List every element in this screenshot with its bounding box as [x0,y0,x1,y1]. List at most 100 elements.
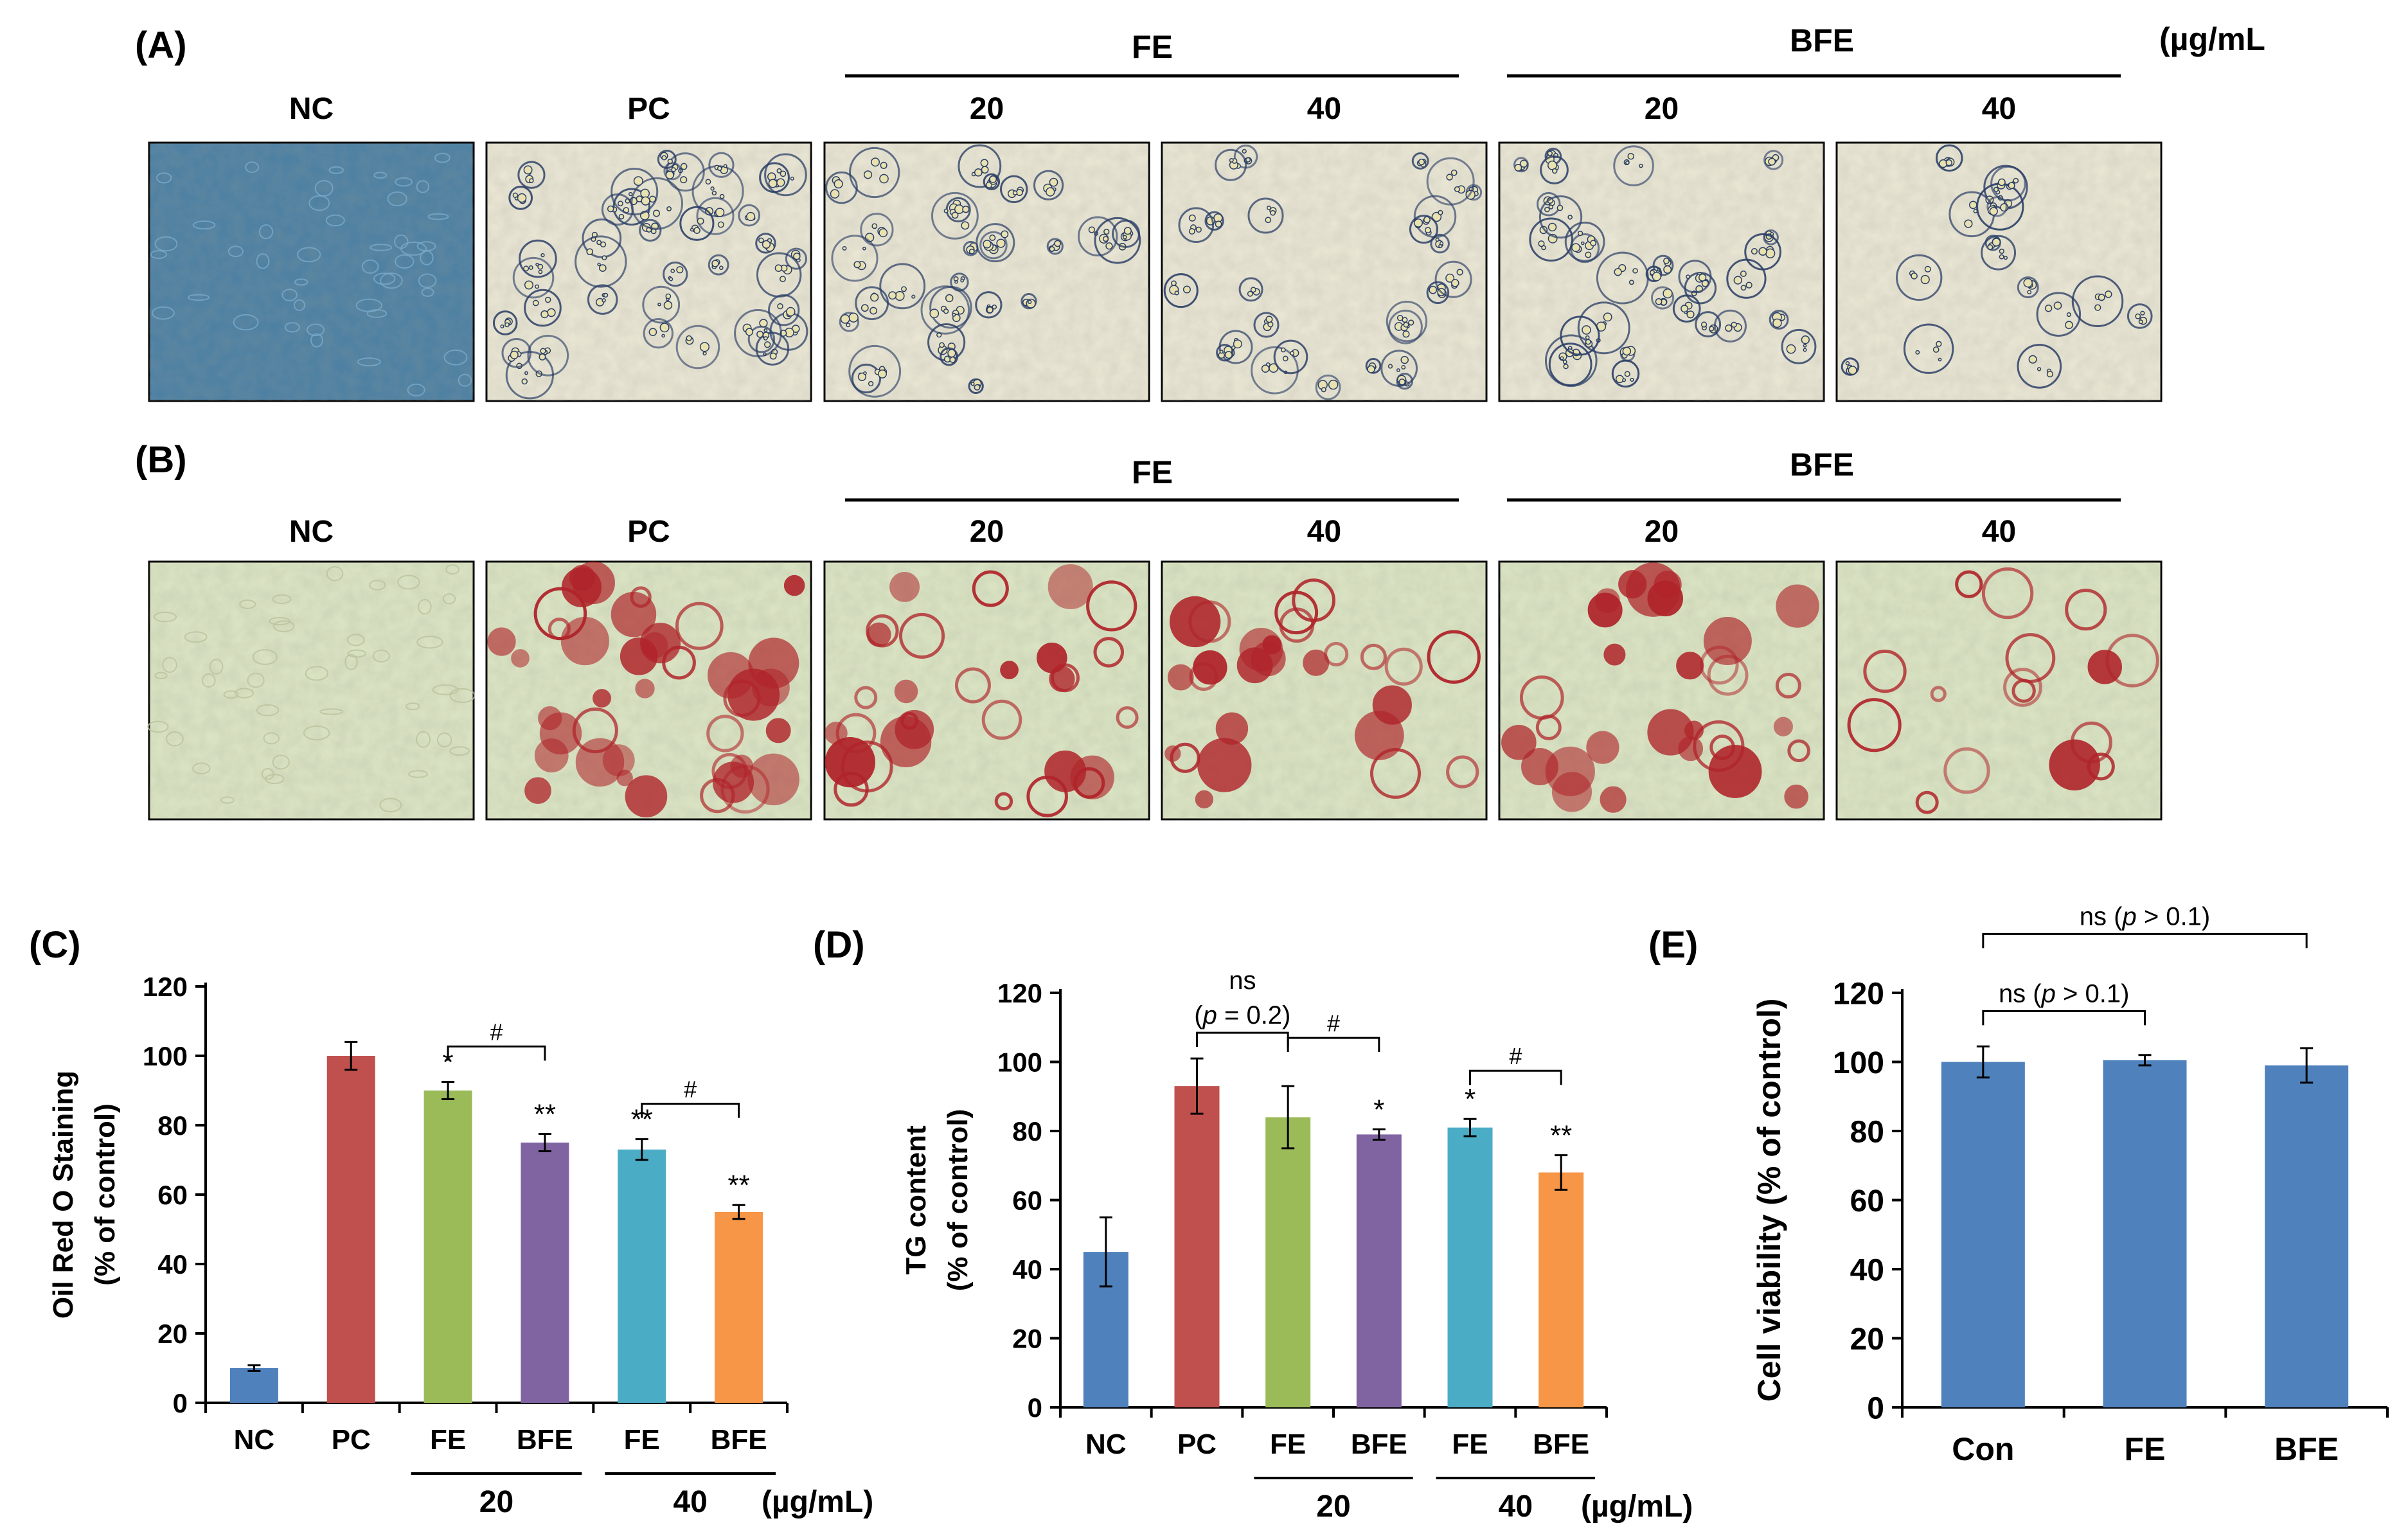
droplet [974,384,981,391]
cell [264,774,285,785]
droplet [1233,339,1242,349]
bracket-label: # [1509,1043,1522,1069]
micrograph-texture [1162,143,1486,401]
lipid-droplet [1955,570,1983,598]
adipocyte [975,291,1003,319]
adipocyte [1652,254,1674,276]
cell [326,566,344,582]
adipocyte [1247,197,1284,234]
adipocyte [1386,301,1428,343]
droplet [517,193,527,203]
lipid-droplet [511,649,530,668]
lipid-droplet [1050,663,1080,693]
droplet [540,310,549,319]
lipid-droplet [1354,711,1404,760]
droplet [1733,276,1743,285]
droplet [780,170,787,177]
adipocyte [1650,286,1675,310]
bfe-group-label-b: BFE [1790,447,1854,483]
droplet [717,221,724,228]
adipocyte [663,162,682,181]
adipocyte [708,254,729,276]
adipocyte [968,378,984,395]
droplet [1265,316,1273,323]
droplet [1450,169,1458,176]
x-category-label: FE [624,1424,660,1456]
droplet [702,351,707,356]
droplet [523,265,530,272]
micrograph-header: 20 [970,515,1004,549]
lipid-droplet [1773,717,1793,736]
droplet [1429,285,1438,294]
droplet [1681,305,1689,313]
droplet [602,298,606,303]
droplet [1547,150,1553,156]
droplet [1445,273,1455,283]
micrograph-image [823,560,1150,821]
cell [418,599,432,615]
droplet [661,334,665,338]
adipocyte [708,152,735,178]
bar [424,1091,472,1403]
droplet [1046,187,1055,197]
lipid-droplet [866,622,891,647]
panel-a-letter: (A) [135,24,187,66]
adipocyte [639,218,662,242]
bar [618,1149,666,1403]
droplet [2023,278,2033,288]
adipocyte [663,261,688,287]
lipid-droplet [2003,668,2042,707]
droplet [1563,364,1569,370]
droplet [1786,344,1796,354]
adipocyte [1204,211,1224,231]
cell [184,631,208,643]
droplet [1998,178,2006,186]
droplet [1544,206,1550,213]
lipid-droplet [1384,647,1423,686]
droplet [666,206,672,211]
y-tick-label: 20 [1850,1323,1884,1357]
cell [269,617,290,626]
droplet [1224,351,1233,359]
unit-label-a: (µg/mL [2159,21,2265,57]
dose-group-label: 40 [673,1485,707,1519]
droplet [943,308,949,314]
droplet [1932,346,1940,353]
droplet [1328,379,1339,390]
droplet [1765,248,1776,258]
x-category-label: BFE [1533,1429,1589,1460]
bar [715,1212,763,1403]
lipid-droplet [1262,635,1282,655]
dose-group-label: 20 [1316,1490,1350,1524]
cell [258,224,274,240]
y-tick-label: 100 [143,1041,188,1071]
droplet [848,312,859,323]
adipocyte [1713,309,1747,343]
adipocyte [1763,150,1784,170]
adipocyte [1426,281,1450,305]
cell [192,762,211,774]
cell [209,659,224,675]
droplet [1768,157,1776,166]
adipocyte [527,334,569,377]
lipid-droplet [1189,662,1218,691]
droplet [504,322,510,328]
cell [147,720,169,733]
droplet [540,348,546,354]
droplet [1054,240,1061,247]
droplet [1581,241,1585,245]
micrograph-image [1835,141,2163,402]
micrograph-header: PC [627,515,670,549]
droplet [1266,206,1271,210]
y-tick-label: 80 [157,1110,188,1141]
x-category-label: NC [234,1424,275,1456]
cell [421,287,434,297]
droplet [974,168,983,177]
droplet [540,253,545,258]
adipocyte [630,177,684,230]
y-tick-label: 120 [143,972,188,1002]
adipocyte [920,285,970,335]
droplet [1514,163,1522,172]
lipid-droplet [898,612,945,659]
droplet [1915,350,1920,355]
